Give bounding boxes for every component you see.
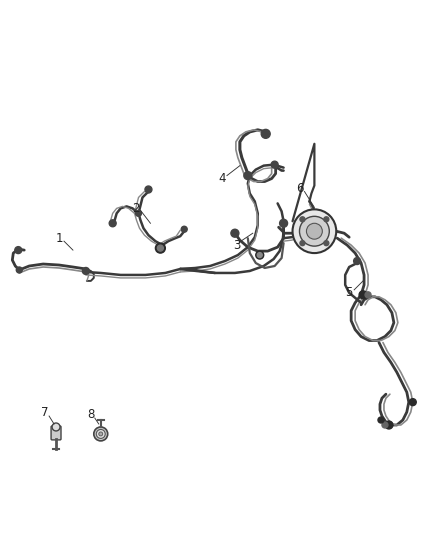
Circle shape (256, 251, 264, 259)
Circle shape (181, 226, 187, 232)
Circle shape (96, 430, 105, 439)
Circle shape (82, 268, 89, 274)
Circle shape (382, 422, 388, 428)
Circle shape (157, 245, 163, 251)
Circle shape (378, 417, 384, 423)
Circle shape (145, 186, 152, 193)
Circle shape (94, 427, 108, 441)
Text: 7: 7 (41, 406, 49, 418)
Circle shape (155, 243, 165, 253)
Circle shape (109, 220, 116, 227)
Circle shape (293, 209, 336, 253)
Circle shape (135, 211, 141, 216)
FancyBboxPatch shape (51, 426, 61, 440)
Circle shape (324, 241, 329, 246)
Text: 8: 8 (87, 408, 95, 421)
Circle shape (300, 217, 305, 222)
Text: 1: 1 (55, 232, 63, 245)
Circle shape (261, 130, 270, 139)
Circle shape (359, 291, 367, 299)
Circle shape (300, 216, 329, 246)
Circle shape (16, 267, 22, 273)
Circle shape (271, 161, 278, 168)
Text: 3: 3 (233, 239, 240, 252)
Circle shape (257, 253, 262, 257)
Circle shape (244, 172, 252, 180)
Text: 6: 6 (296, 182, 303, 195)
Circle shape (324, 217, 329, 222)
Circle shape (231, 229, 239, 237)
Circle shape (300, 241, 305, 246)
Circle shape (52, 423, 60, 431)
Circle shape (99, 432, 103, 436)
Circle shape (279, 219, 288, 227)
Circle shape (409, 399, 416, 406)
Circle shape (385, 421, 393, 429)
Circle shape (15, 247, 22, 254)
Text: 2: 2 (132, 202, 139, 215)
Circle shape (365, 292, 371, 298)
Circle shape (353, 257, 360, 264)
Text: 5: 5 (346, 286, 353, 300)
Circle shape (307, 223, 322, 239)
Text: 4: 4 (218, 172, 226, 185)
